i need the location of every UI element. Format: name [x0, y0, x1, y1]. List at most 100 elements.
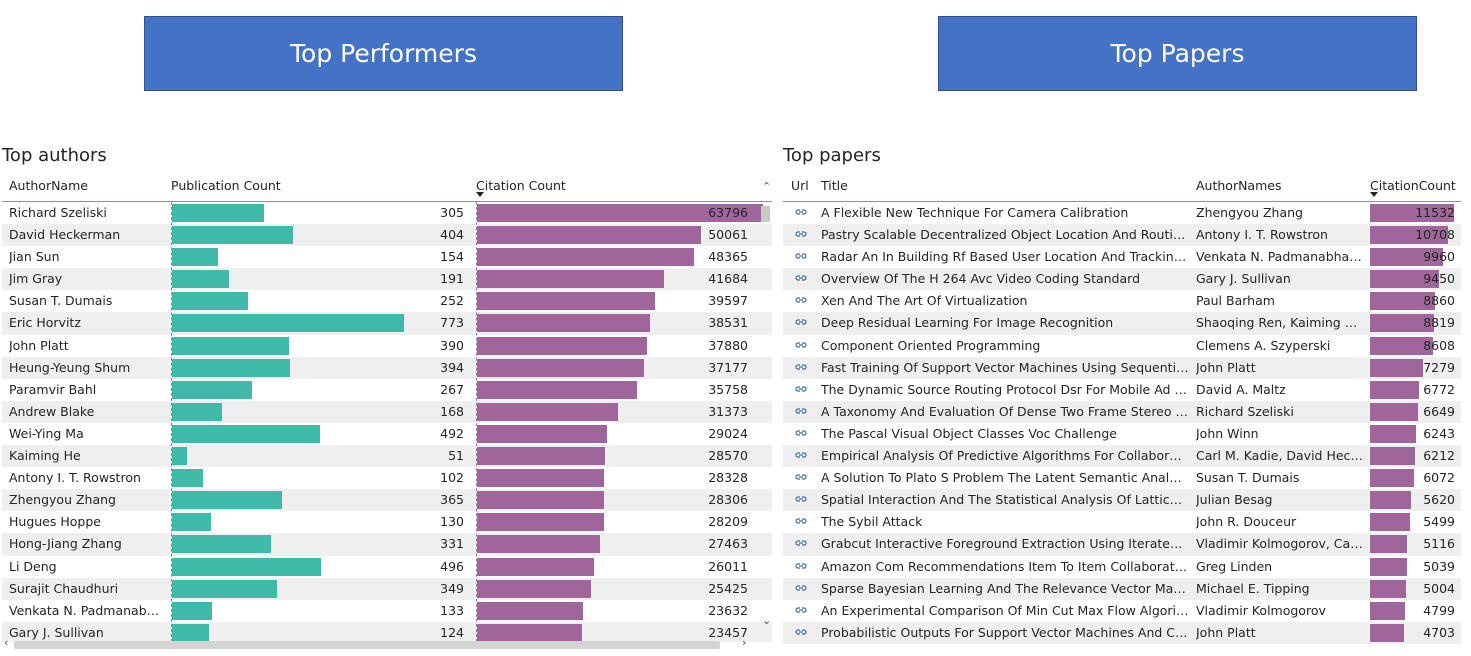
table-row[interactable]: Kaiming He 51 28570: [2, 445, 772, 468]
scroll-right-icon[interactable]: ›: [742, 636, 747, 649]
table-row[interactable]: A Flexible New Technique For Camera Cali…: [783, 202, 1461, 224]
author-name: Antony I. T. Rowstron: [9, 470, 141, 486]
paper-authors: Vladimir Kolmogorov: [1196, 602, 1326, 618]
table-row[interactable]: Hugues Hoppe 130 28209: [2, 511, 772, 533]
table-row[interactable]: Empirical Analysis Of Predictive Algorit…: [783, 445, 1461, 468]
table-row[interactable]: Amazon Com Recommendations Item To Item …: [783, 556, 1461, 578]
table-row[interactable]: Overview Of The H 264 Avc Video Coding S…: [783, 268, 1461, 291]
authors-table-body: Richard Szeliski 305 63796 David Heckerman 4…: [2, 202, 772, 642]
link-icon[interactable]: [794, 382, 808, 396]
table-row[interactable]: Jian Sun 154 48365: [2, 246, 772, 268]
scroll-left-icon[interactable]: ‹: [4, 636, 9, 649]
link-icon[interactable]: [794, 448, 808, 462]
authors-vertical-scroll-thumb[interactable]: [761, 206, 770, 222]
table-row[interactable]: Radar An In Building Rf Based User Locat…: [783, 246, 1461, 268]
table-row[interactable]: Deep Residual Learning For Image Recogni…: [783, 312, 1461, 335]
link-icon[interactable]: [794, 603, 808, 617]
publication-count-bar: [172, 469, 203, 488]
citation-count-value: 5620: [1423, 492, 1455, 508]
link-icon[interactable]: [794, 536, 808, 550]
column-header-authorname[interactable]: AuthorName: [9, 178, 88, 193]
link-icon[interactable]: [794, 559, 808, 573]
table-row[interactable]: Component Oriented Programming Clemens A.…: [783, 335, 1461, 357]
link-icon[interactable]: [794, 249, 808, 263]
scroll-down-icon[interactable]: ⌄: [762, 614, 772, 627]
papers-table[interactable]: Url Title AuthorNames CitationCount A Fl…: [783, 172, 1461, 656]
link-icon[interactable]: [794, 271, 808, 285]
table-row[interactable]: Fast Training Of Support Vector Machines…: [783, 356, 1461, 379]
table-row[interactable]: Li Deng 496 26011: [2, 556, 772, 578]
table-row[interactable]: The Pascal Visual Object Classes Voc Cha…: [783, 423, 1461, 445]
top-papers-banner[interactable]: Top Papers: [938, 16, 1417, 91]
table-row[interactable]: Spatial Interaction And The Statistical …: [783, 489, 1461, 512]
table-row[interactable]: Andrew Blake 168 31373: [2, 400, 772, 423]
publication-bar-axis: [171, 202, 172, 642]
table-row[interactable]: Eric Horvitz 773 38531: [2, 312, 772, 335]
column-header-citationcount[interactable]: CitationCount: [1370, 178, 1456, 193]
link-icon[interactable]: [794, 338, 808, 352]
top-performers-banner[interactable]: Top Performers: [144, 16, 623, 91]
table-row[interactable]: Susan T. Dumais 252 39597: [2, 290, 772, 312]
column-header-authornames[interactable]: AuthorNames: [1196, 178, 1282, 193]
citation-count-value: 5004: [1423, 580, 1455, 596]
table-row[interactable]: Paramvir Bahl 267 35758: [2, 379, 772, 401]
table-row[interactable]: John Platt 390 37880: [2, 335, 772, 357]
link-icon[interactable]: [794, 514, 808, 528]
paper-authors: Paul Barham: [1196, 293, 1275, 309]
link-icon[interactable]: [794, 581, 808, 595]
table-row[interactable]: Xen And The Art Of Virtualization Paul Ba…: [783, 290, 1461, 312]
publication-count-bar: [172, 557, 321, 576]
link-icon[interactable]: [794, 625, 808, 639]
citation-count-bar: [1370, 513, 1411, 532]
table-row[interactable]: Jim Gray 191 41684: [2, 268, 772, 291]
publication-count-value: 404: [440, 227, 464, 243]
table-row[interactable]: A Taxonomy And Evaluation Of Dense Two F…: [783, 400, 1461, 423]
paper-authors: Julian Besag: [1196, 492, 1273, 508]
table-row[interactable]: Heung-Yeung Shum 394 37177: [2, 356, 772, 379]
link-icon[interactable]: [794, 470, 808, 484]
link-icon[interactable]: [794, 227, 808, 241]
link-icon[interactable]: [794, 293, 808, 307]
column-header-title[interactable]: Title: [821, 178, 848, 193]
table-row[interactable]: Grabcut Interactive Foreground Extractio…: [783, 533, 1461, 556]
author-name: Surajit Chaudhuri: [9, 580, 119, 596]
table-row[interactable]: Zhengyou Zhang 365 28306: [2, 489, 772, 512]
table-row[interactable]: Hong-Jiang Zhang 331 27463: [2, 533, 772, 556]
table-row[interactable]: Antony I. T. Rowstron 102 28328: [2, 467, 772, 489]
table-row[interactable]: Venkata N. Padmanabhan 133 23632: [2, 600, 772, 622]
link-icon[interactable]: [794, 205, 808, 219]
table-row[interactable]: Sparse Bayesian Learning And The Relevan…: [783, 577, 1461, 600]
author-name: Richard Szeliski: [9, 205, 107, 220]
table-row[interactable]: David Heckerman 404 50061: [2, 224, 772, 247]
column-header-citation-count[interactable]: Citation Count: [476, 178, 566, 193]
table-row[interactable]: A Solution To Plato S Problem The Latent…: [783, 467, 1461, 489]
table-row[interactable]: The Dynamic Source Routing Protocol Dsr …: [783, 379, 1461, 401]
authors-table[interactable]: AuthorName Publication Count Citation Co…: [2, 172, 772, 642]
publication-count-bar: [172, 292, 248, 311]
author-name: Jian Sun: [9, 249, 60, 265]
publication-count-bar: [172, 204, 264, 222]
citation-count-value: 25425: [708, 580, 748, 596]
link-icon[interactable]: [794, 315, 808, 329]
link-icon[interactable]: [794, 426, 808, 440]
table-row[interactable]: Gary J. Sullivan 124 23457: [2, 621, 772, 642]
table-row[interactable]: Richard Szeliski 305 63796: [2, 202, 772, 224]
paper-authors: Antony I. T. Rowstron: [1196, 227, 1328, 243]
link-icon[interactable]: [794, 404, 808, 418]
link-icon[interactable]: [794, 360, 808, 374]
column-header-publication-count[interactable]: Publication Count: [171, 178, 281, 193]
column-header-url[interactable]: Url: [791, 178, 809, 193]
table-row[interactable]: Pastry Scalable Decentralized Object Loc…: [783, 224, 1461, 247]
link-icon[interactable]: [794, 492, 808, 506]
table-row[interactable]: The Sybil Attack John R. Douceur 5499: [783, 511, 1461, 533]
citation-count-bar: [1370, 358, 1423, 377]
table-row[interactable]: Wei-Ying Ma 492 29024: [2, 423, 772, 445]
authors-vertical-scrollbar[interactable]: [760, 206, 771, 624]
table-row[interactable]: An Experimental Comparison Of Min Cut Ma…: [783, 600, 1461, 622]
scroll-up-icon[interactable]: ⌃: [762, 180, 772, 193]
author-name: Eric Horvitz: [9, 315, 81, 331]
table-row[interactable]: Surajit Chaudhuri 349 25425: [2, 577, 772, 600]
paper-title: Empirical Analysis Of Predictive Algorit…: [821, 448, 1189, 464]
table-row[interactable]: Probabilistic Outputs For Support Vector…: [783, 621, 1461, 644]
authors-horizontal-scrollbar[interactable]: [14, 641, 720, 649]
